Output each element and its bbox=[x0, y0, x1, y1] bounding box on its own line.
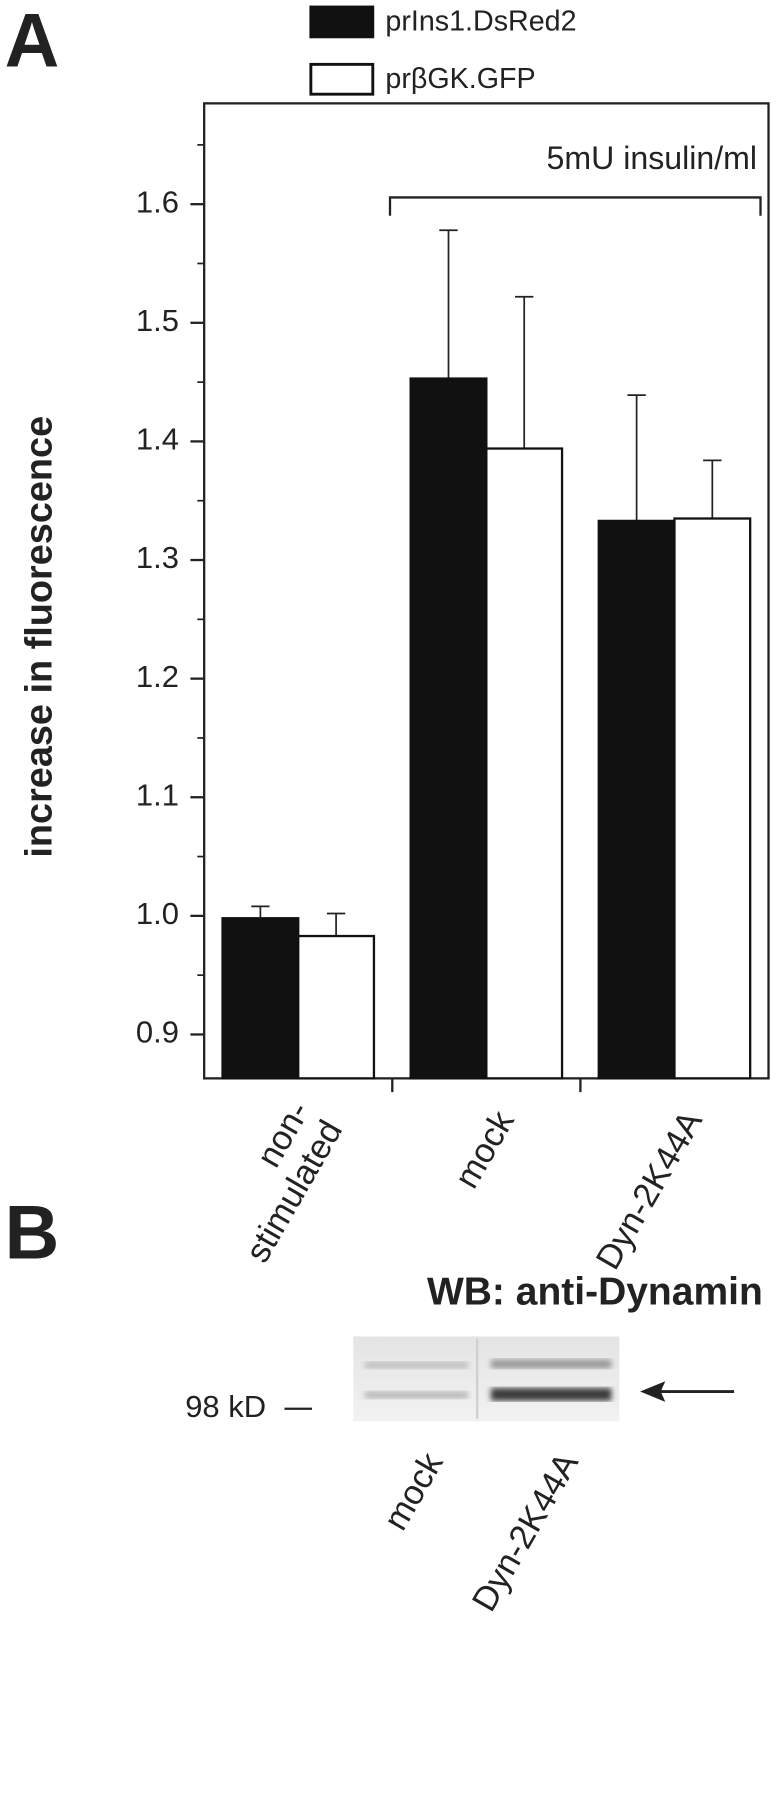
lane-label: mock bbox=[377, 1446, 451, 1537]
bar bbox=[673, 517, 752, 1080]
x-tick-label: non-stimulated bbox=[206, 1095, 350, 1269]
arrow bbox=[640, 1381, 735, 1402]
bar bbox=[297, 934, 376, 1080]
blot-image bbox=[353, 1336, 620, 1422]
bar bbox=[485, 447, 564, 1080]
x-tick-label: Dyn-2K44A bbox=[589, 1105, 710, 1276]
y-tick-label: 1.1 bbox=[136, 777, 179, 812]
legend-swatch bbox=[309, 5, 375, 39]
legend-label: prβGK.GFP bbox=[385, 63, 535, 95]
bracket bbox=[388, 196, 762, 216]
y-tick-label: 1.6 bbox=[136, 184, 179, 219]
y-tick-label: 1.3 bbox=[136, 540, 179, 575]
lane-label: Dyn-2K44A bbox=[465, 1446, 586, 1617]
y-tick-label: 1.4 bbox=[136, 422, 179, 457]
bar bbox=[221, 917, 300, 1080]
bar bbox=[409, 377, 488, 1080]
annotation: 5mU insulin/ml bbox=[547, 140, 758, 176]
y-tick-label: 1.0 bbox=[136, 896, 179, 931]
y-tick-label: 1.2 bbox=[136, 659, 179, 694]
marker-label: 98 kD bbox=[185, 1389, 266, 1424]
y-tick-label: 0.9 bbox=[136, 1015, 179, 1050]
blot-title: WB: anti-Dynamin bbox=[427, 1270, 763, 1313]
legend-swatch bbox=[309, 62, 375, 96]
y-axis-label: increase in fluorescence bbox=[18, 416, 60, 858]
x-tick-label: mock bbox=[448, 1104, 522, 1195]
bar bbox=[597, 519, 676, 1080]
panel-label: B bbox=[5, 1190, 60, 1275]
y-tick-label: 1.5 bbox=[136, 303, 179, 338]
plot: 0.9 1.0 1.1 1.2 1.3 1.4 1.5 1.6 non-stimulated mo… bbox=[136, 144, 752, 1276]
panel-label: A bbox=[5, 0, 60, 84]
legend-label: prIns1.DsRed2 bbox=[385, 6, 576, 38]
